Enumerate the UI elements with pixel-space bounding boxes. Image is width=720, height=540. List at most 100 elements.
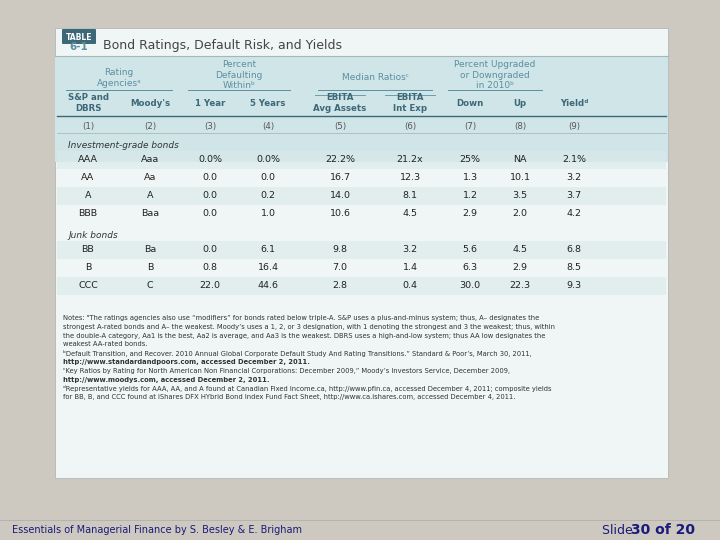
Bar [55, 28, 668, 478]
Text: 1.0: 1.0 [261, 208, 276, 218]
Text: CCC: CCC [78, 280, 98, 289]
Text: B: B [147, 262, 153, 272]
Text: 10.6: 10.6 [330, 208, 351, 218]
Text: ᵈRepresentative yields for AAA, AA, and A found at Canadian Fixed Income.ca, htt: ᵈRepresentative yields for AAA, AA, and … [63, 386, 552, 393]
Text: Essentials of Managerial Finance by S. Besley & E. Brigham: Essentials of Managerial Finance by S. B… [12, 525, 302, 535]
Text: (2): (2) [144, 122, 156, 131]
Text: Percent
Defaulting
Withinᵇ: Percent Defaulting Withinᵇ [215, 60, 263, 90]
Text: 3.7: 3.7 [567, 191, 582, 199]
Text: the double-A category, Aa1 is the best, Aa2 is average, and Aa3 is the weakest. : the double-A category, Aa1 is the best, … [63, 333, 545, 339]
Text: Bond Ratings, Default Risk, and Yields: Bond Ratings, Default Risk, and Yields [103, 39, 342, 52]
Text: 2.0: 2.0 [513, 208, 528, 218]
Text: S&P and
DBRS: S&P and DBRS [68, 93, 109, 113]
Text: 0.0: 0.0 [202, 172, 217, 181]
Text: 22.0: 22.0 [199, 280, 220, 289]
Text: 1.2: 1.2 [462, 191, 477, 199]
Text: 9.3: 9.3 [567, 280, 582, 289]
Text: ᶜKey Ratios by Rating for North American Non Financial Corporations: December 20: ᶜKey Ratios by Rating for North American… [63, 368, 510, 374]
Text: 0.0: 0.0 [202, 208, 217, 218]
Text: Slide: Slide [602, 523, 636, 537]
Text: (4): (4) [262, 122, 274, 131]
Text: strongest A-rated bonds and A– the weakest. Moody’s uses a 1, 2, or 3 designatio: strongest A-rated bonds and A– the weake… [63, 324, 555, 330]
Text: TABLE: TABLE [66, 32, 92, 42]
Text: 2.1%: 2.1% [562, 154, 586, 164]
Text: 3.2: 3.2 [402, 245, 418, 253]
Text: Median Ratiosᶜ: Median Ratiosᶜ [341, 73, 408, 83]
Text: 16.7: 16.7 [330, 172, 351, 181]
Text: 0.0: 0.0 [202, 245, 217, 253]
Text: EBITA
Int Exp: EBITA Int Exp [393, 93, 427, 113]
Text: 0.0%: 0.0% [256, 154, 280, 164]
Text: 8.1: 8.1 [402, 191, 418, 199]
Text: Rating
Agenciesᵃ: Rating Agenciesᵃ [96, 68, 141, 87]
Text: (3): (3) [204, 122, 216, 131]
Text: A: A [147, 191, 153, 199]
Text: Moody's: Moody's [130, 98, 170, 107]
Text: (5): (5) [334, 122, 346, 131]
Text: 6.1: 6.1 [261, 245, 276, 253]
Text: 21.2x: 21.2x [397, 154, 423, 164]
Text: 1.4: 1.4 [402, 262, 418, 272]
Text: BB: BB [81, 245, 94, 253]
Text: Percent Upgraded
or Downgraded
in 2010ᵇ: Percent Upgraded or Downgraded in 2010ᵇ [454, 60, 536, 90]
Text: 1.3: 1.3 [462, 172, 477, 181]
Text: 30 of 20: 30 of 20 [631, 523, 695, 537]
FancyBboxPatch shape [62, 29, 96, 44]
Text: 9.8: 9.8 [333, 245, 348, 253]
Text: 30.0: 30.0 [459, 280, 480, 289]
Text: 2.8: 2.8 [333, 280, 348, 289]
Text: 16.4: 16.4 [258, 262, 279, 272]
Text: 0.8: 0.8 [202, 262, 217, 272]
Text: 2.9: 2.9 [513, 262, 528, 272]
Bar [57, 277, 666, 295]
Text: for BB, B, and CCC found at iShares DFX HYbrid Bond Index Fund Fact Sheet, http:: for BB, B, and CCC found at iShares DFX … [63, 394, 516, 400]
Text: Yieldᵈ: Yieldᵈ [560, 98, 588, 107]
Text: Aa: Aa [144, 172, 156, 181]
Text: 0.2: 0.2 [261, 191, 276, 199]
Text: 3.2: 3.2 [567, 172, 582, 181]
Text: 0.0: 0.0 [202, 191, 217, 199]
Text: 25%: 25% [459, 154, 480, 164]
Text: 10.1: 10.1 [510, 172, 531, 181]
Text: Notes: ᵃThe ratings agencies also use “modifiers” for bonds rated below triple-A: Notes: ᵃThe ratings agencies also use “m… [63, 315, 539, 321]
Text: Aaa: Aaa [141, 154, 159, 164]
Text: weakest AA-rated bonds.: weakest AA-rated bonds. [63, 341, 148, 347]
Text: Baa: Baa [141, 208, 159, 218]
Text: (8): (8) [514, 122, 526, 131]
Text: (6): (6) [404, 122, 416, 131]
Text: 6.8: 6.8 [567, 245, 582, 253]
Text: 4.5: 4.5 [402, 208, 418, 218]
Text: AAA: AAA [78, 154, 98, 164]
Text: (9): (9) [568, 122, 580, 131]
Text: ᵇDefault Transition, and Recover. 2010 Annual Global Corporate Default Study And: ᵇDefault Transition, and Recover. 2010 A… [63, 350, 531, 357]
Text: 6.3: 6.3 [462, 262, 477, 272]
Text: Junk bonds: Junk bonds [68, 231, 118, 240]
Text: Up: Up [513, 98, 526, 107]
Text: 0.4: 0.4 [402, 280, 418, 289]
Text: Ba: Ba [144, 245, 156, 253]
Text: 4.5: 4.5 [513, 245, 528, 253]
Text: B: B [85, 262, 91, 272]
Bar [57, 241, 666, 259]
Text: (7): (7) [464, 122, 476, 131]
Text: 22.2%: 22.2% [325, 154, 355, 164]
Text: A: A [85, 191, 91, 199]
Text: NA: NA [513, 154, 527, 164]
Text: 4.2: 4.2 [567, 208, 582, 218]
Text: Investment-grade bonds: Investment-grade bonds [68, 140, 179, 150]
Text: C: C [147, 280, 153, 289]
Text: 5.6: 5.6 [462, 245, 477, 253]
Text: http://www.standardandpoors.com, accessed December 2, 2011.: http://www.standardandpoors.com, accesse… [63, 359, 310, 365]
Text: BBB: BBB [78, 208, 98, 218]
Text: 44.6: 44.6 [258, 280, 279, 289]
Text: 14.0: 14.0 [330, 191, 351, 199]
Bar [55, 57, 668, 162]
Text: 12.3: 12.3 [400, 172, 420, 181]
Text: EBITA
Avg Assets: EBITA Avg Assets [313, 93, 366, 113]
Text: 3.5: 3.5 [513, 191, 528, 199]
Text: 0.0: 0.0 [261, 172, 276, 181]
Text: 1 Year: 1 Year [195, 98, 225, 107]
Text: 8.5: 8.5 [567, 262, 582, 272]
Text: http://www.moodys.com, accessed December 2, 2011.: http://www.moodys.com, accessed December… [63, 376, 269, 383]
Text: 7.0: 7.0 [333, 262, 348, 272]
